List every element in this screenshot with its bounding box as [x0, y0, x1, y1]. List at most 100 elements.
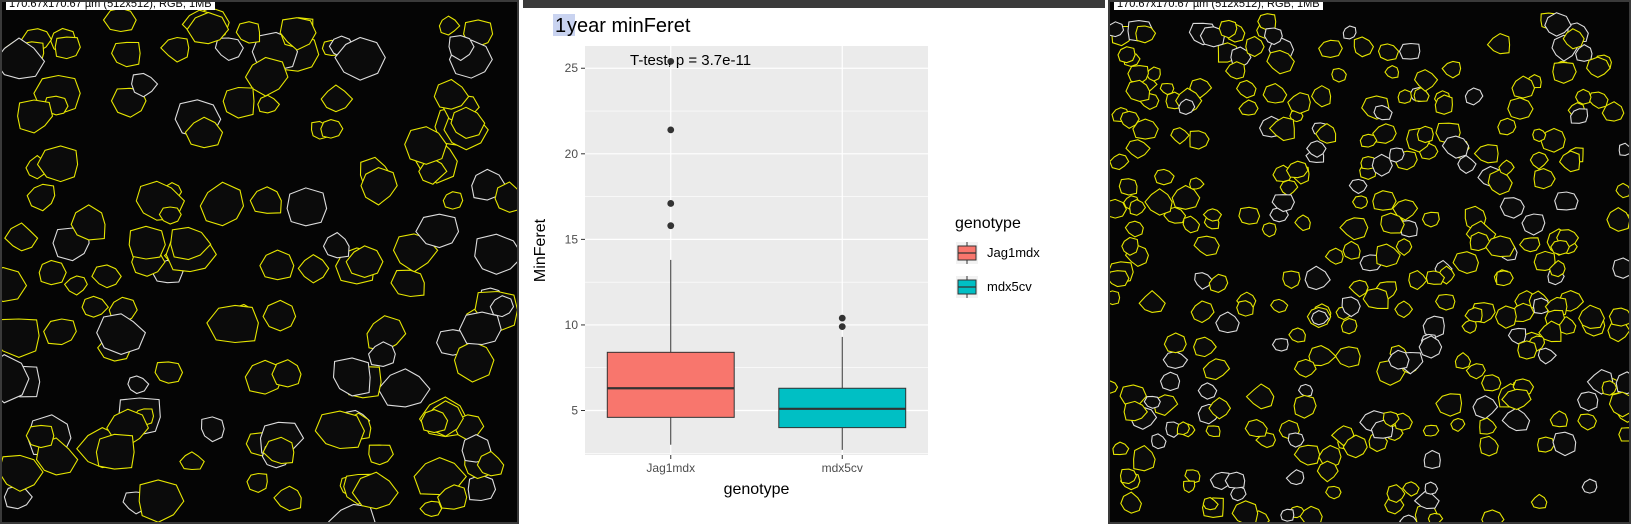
box-Jag1mdx	[606, 351, 735, 418]
fiber-outline	[1377, 43, 1400, 61]
fiber-outline	[1395, 238, 1413, 256]
fiber-outline	[390, 269, 425, 298]
fiber-outline	[1324, 247, 1344, 265]
fiber-outline	[17, 99, 54, 134]
fiber-outline	[1495, 270, 1514, 287]
fiber-outline	[1581, 478, 1598, 494]
fiber-outline	[467, 474, 497, 502]
fiber-outline	[1143, 395, 1161, 409]
fiber-outline	[1464, 307, 1483, 323]
fiber-outline	[1231, 500, 1259, 522]
y-tick-label: 10	[565, 318, 579, 332]
fiber-outline	[1339, 217, 1369, 241]
fiber-outline	[1266, 49, 1295, 75]
fiber-outline	[262, 299, 297, 332]
fiber-outline	[25, 424, 55, 449]
fiber-outline	[476, 450, 505, 477]
fiber-outline	[1125, 79, 1151, 102]
fiber-outline	[38, 259, 67, 286]
fiber-outline	[1574, 88, 1592, 105]
fiber-outline	[1293, 394, 1317, 419]
box-layer	[606, 58, 907, 450]
fiber-outline	[1310, 310, 1330, 326]
fiber-outline	[1413, 69, 1439, 92]
fiber-outline	[1618, 142, 1629, 156]
fiber-outline	[2, 318, 40, 358]
outlier-point	[667, 222, 675, 230]
fiber-outline	[235, 21, 261, 44]
fiber-outline	[1498, 159, 1515, 176]
fiber-outline	[244, 56, 289, 97]
fiber-outline	[448, 35, 475, 62]
outlier-point	[838, 323, 846, 331]
fiber-outline	[186, 11, 230, 45]
fiber-outline	[1208, 397, 1232, 420]
fiber-outline	[1537, 347, 1557, 365]
fiber-outline	[54, 36, 81, 60]
fiber-outline	[1342, 240, 1361, 260]
fiber-outline	[1465, 363, 1486, 380]
fiber-outline	[1618, 427, 1629, 442]
outlier-point	[838, 314, 846, 322]
fiber-outline	[1362, 287, 1389, 309]
fiber-outline	[1279, 179, 1299, 197]
fiber-outline	[1387, 349, 1410, 370]
ttest-annotation: T-test, p = 3.7e-11	[630, 52, 751, 69]
fiber-outline	[1209, 471, 1233, 491]
fiber-outline	[1133, 444, 1156, 472]
fiber-outline	[1340, 317, 1358, 335]
fiber-outline	[170, 226, 212, 261]
fiber-outline	[360, 167, 398, 206]
fiber-outline	[1236, 300, 1254, 317]
legend-entry-label: Jag1mdx	[987, 245, 1040, 260]
fiber-outline	[1615, 182, 1629, 199]
fiber-outline	[199, 181, 245, 227]
y-axis-label: MinFeret	[532, 218, 549, 282]
fiber-outline	[1118, 178, 1138, 196]
fiber-outline	[332, 357, 371, 397]
fiber-outline	[1287, 432, 1305, 448]
fiber-outline	[1422, 424, 1440, 437]
fiber-outline	[1601, 380, 1618, 396]
fiber-outline	[1532, 128, 1547, 143]
fiber-outline	[1205, 425, 1221, 438]
fiber-outline	[1371, 153, 1393, 177]
fiber-outline	[2, 266, 28, 303]
fiber-outline	[1348, 178, 1368, 195]
chart-title: year minFeret	[567, 15, 691, 37]
fiber-outline	[1189, 130, 1210, 150]
fiber-outline	[1262, 82, 1288, 104]
fiber-outline	[1325, 485, 1342, 500]
fiber-outline	[1159, 371, 1181, 392]
fiber-outline	[1132, 118, 1159, 140]
fiber-outline	[368, 444, 394, 466]
fiber-outline	[1135, 25, 1157, 44]
fiber-outline	[206, 304, 259, 344]
fiber-outline	[1375, 243, 1401, 268]
fiber-outline	[367, 341, 396, 367]
window-top-bar	[523, 0, 1105, 8]
fiber-outline	[1208, 273, 1229, 293]
fiber-outline	[271, 359, 302, 388]
fiber-outline	[262, 436, 295, 465]
fiber-outline	[127, 375, 150, 395]
fiber-outline	[1518, 237, 1541, 253]
fiber-outline	[102, 7, 137, 33]
fiber-outline	[436, 484, 468, 510]
legend-entry-label: mdx5cv	[987, 279, 1032, 294]
x-tick-label: mdx5cv	[822, 461, 863, 475]
fiber-outline	[1472, 395, 1499, 420]
fiber-outline	[36, 145, 79, 183]
fiber-outline	[1341, 296, 1361, 318]
fiber-outline	[1308, 345, 1337, 367]
fiber-outline	[1110, 380, 1119, 394]
fiber-outline	[1225, 61, 1246, 80]
fiber-outline	[1501, 407, 1531, 432]
chart-title-prefix: 1	[555, 15, 566, 37]
fiber-outline	[1501, 388, 1532, 411]
fiber-outline	[1399, 514, 1418, 522]
x-tick-label: Jag1mdx	[646, 461, 695, 475]
fiber-outline	[1480, 374, 1502, 392]
fiber-outline	[1119, 110, 1140, 129]
